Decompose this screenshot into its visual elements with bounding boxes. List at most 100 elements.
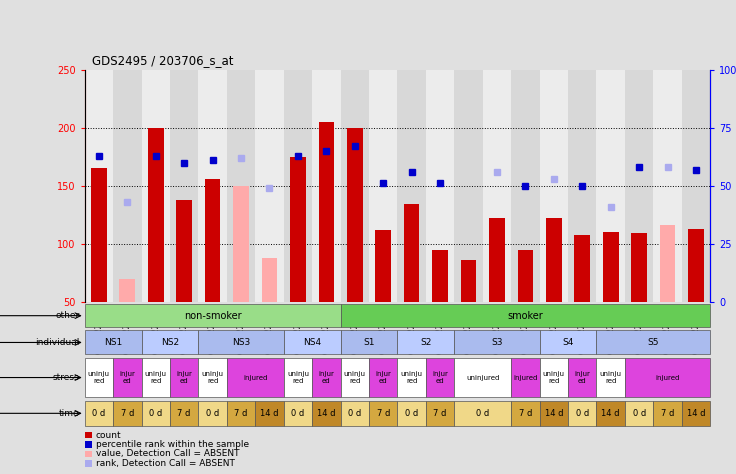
- Text: S5: S5: [648, 338, 659, 347]
- Bar: [312, 70, 341, 302]
- Text: 0 d: 0 d: [476, 409, 489, 418]
- Bar: [517, 250, 533, 302]
- Bar: [512, 401, 539, 426]
- Text: NS2: NS2: [161, 338, 179, 347]
- Text: 0 d: 0 d: [632, 409, 645, 418]
- Text: injur
ed: injur ed: [319, 371, 334, 384]
- Bar: [199, 70, 227, 302]
- Bar: [369, 358, 397, 397]
- Text: injur
ed: injur ed: [119, 371, 135, 384]
- Text: 14 d: 14 d: [261, 409, 279, 418]
- Bar: [319, 122, 334, 302]
- Bar: [375, 230, 391, 302]
- Text: uninju
red: uninju red: [145, 371, 167, 384]
- Text: 7 d: 7 d: [234, 409, 248, 418]
- Bar: [119, 279, 135, 302]
- Text: 7 d: 7 d: [121, 409, 134, 418]
- Bar: [199, 330, 283, 355]
- Bar: [283, 330, 341, 355]
- Bar: [454, 358, 512, 397]
- Text: other: other: [55, 311, 79, 320]
- Bar: [596, 70, 625, 302]
- Bar: [546, 219, 562, 302]
- Bar: [688, 229, 704, 302]
- Text: non-smoker: non-smoker: [184, 310, 241, 321]
- Text: S3: S3: [491, 338, 503, 347]
- Text: injured: injured: [243, 374, 267, 381]
- Bar: [141, 358, 170, 397]
- Text: rank, Detection Call = ABSENT: rank, Detection Call = ABSENT: [96, 459, 235, 468]
- Bar: [141, 401, 170, 426]
- Text: 14 d: 14 d: [687, 409, 705, 418]
- Bar: [682, 401, 710, 426]
- Bar: [426, 358, 454, 397]
- Text: uninju
red: uninju red: [287, 371, 309, 384]
- Bar: [539, 330, 596, 355]
- Bar: [227, 70, 255, 302]
- Text: individual: individual: [35, 338, 79, 347]
- Bar: [255, 401, 283, 426]
- Bar: [341, 304, 710, 327]
- Bar: [369, 401, 397, 426]
- Bar: [426, 401, 454, 426]
- Bar: [454, 401, 512, 426]
- Text: uninju
red: uninju red: [88, 371, 110, 384]
- Text: uninju
red: uninju red: [344, 371, 366, 384]
- Bar: [341, 70, 369, 302]
- Bar: [283, 401, 312, 426]
- Bar: [283, 358, 312, 397]
- Text: uninju
red: uninju red: [600, 371, 622, 384]
- Text: injured: injured: [513, 374, 537, 381]
- Bar: [568, 401, 596, 426]
- Bar: [654, 70, 682, 302]
- Text: injur
ed: injur ed: [432, 371, 448, 384]
- Bar: [341, 401, 369, 426]
- Text: 0 d: 0 d: [149, 409, 163, 418]
- Bar: [625, 70, 654, 302]
- Bar: [85, 70, 113, 302]
- Bar: [625, 358, 710, 397]
- Text: S4: S4: [562, 338, 574, 347]
- Bar: [568, 70, 596, 302]
- Text: 14 d: 14 d: [601, 409, 620, 418]
- Bar: [341, 330, 397, 355]
- Bar: [141, 330, 199, 355]
- Bar: [568, 358, 596, 397]
- Bar: [454, 70, 483, 302]
- Bar: [625, 401, 654, 426]
- Bar: [432, 250, 448, 302]
- Bar: [347, 128, 363, 302]
- Text: 7 d: 7 d: [661, 409, 674, 418]
- Bar: [539, 358, 568, 397]
- Bar: [113, 70, 141, 302]
- Text: S2: S2: [420, 338, 431, 347]
- Bar: [85, 330, 141, 355]
- Text: injur
ed: injur ed: [375, 371, 391, 384]
- Bar: [454, 330, 539, 355]
- Text: 0 d: 0 d: [206, 409, 219, 418]
- Bar: [489, 219, 505, 302]
- Bar: [596, 401, 625, 426]
- Text: percentile rank within the sample: percentile rank within the sample: [96, 440, 249, 449]
- Bar: [199, 358, 227, 397]
- Text: time: time: [59, 409, 79, 418]
- Text: 0 d: 0 d: [405, 409, 418, 418]
- Bar: [85, 401, 113, 426]
- Bar: [91, 168, 107, 302]
- Text: S1: S1: [364, 338, 375, 347]
- Bar: [85, 358, 113, 397]
- Bar: [631, 233, 647, 302]
- Bar: [141, 70, 170, 302]
- Text: count: count: [96, 430, 121, 439]
- Text: 0 d: 0 d: [92, 409, 105, 418]
- Text: 0 d: 0 d: [576, 409, 589, 418]
- Bar: [603, 232, 618, 302]
- Bar: [283, 70, 312, 302]
- Bar: [290, 157, 305, 302]
- Text: 14 d: 14 d: [545, 409, 563, 418]
- Bar: [404, 204, 420, 302]
- Bar: [682, 70, 710, 302]
- Text: 7 d: 7 d: [377, 409, 390, 418]
- Bar: [312, 358, 341, 397]
- Text: 7 d: 7 d: [434, 409, 447, 418]
